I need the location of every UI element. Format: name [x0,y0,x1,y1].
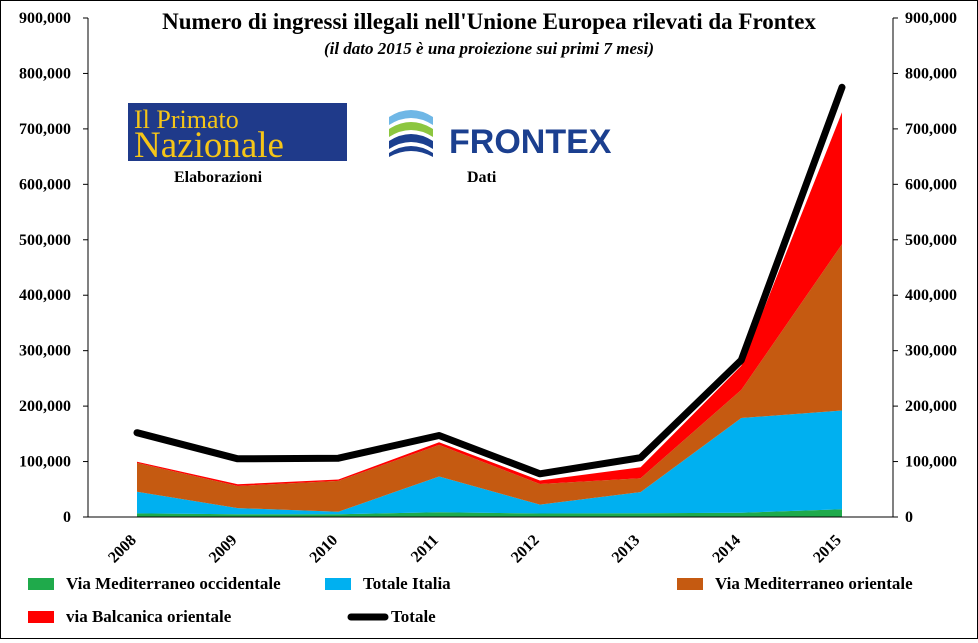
x-tick-label: 2012 [508,532,543,567]
x-tick-label: 2011 [408,532,442,566]
y-tick-label-right: 300,000 [905,343,957,360]
y-tick-label-right: 400,000 [905,287,957,304]
legend: Via Mediterraneo occidentale Totale Itali… [28,574,913,626]
legend-marker [677,578,703,590]
y-ticks-right: 0 100,000 200,000 300,000 400,000 500,000 600,… [893,10,957,526]
x-tick-label: 2015 [810,532,845,567]
y-ticks-left: 0 100,000 200,000 300,000 400,000 500,000 600,… [19,10,88,526]
y-tick-label-right: 800,000 [905,65,957,82]
y-tick-label-right: 900,000 [905,10,957,27]
x-ticks: 2008 2009 2010 2011 2012 2013 2014 2015 [105,532,845,567]
area-layers [137,112,842,517]
area-series-3 [137,244,842,512]
y-tick-label-right: 600,000 [905,176,957,193]
x-tick-label: 2008 [105,532,140,567]
primato-logo-bg [128,103,347,161]
primato-caption: Elaborazioni [174,169,263,186]
frontex-emblem-icon [389,110,433,157]
y-tick-label-left: 300,000 [19,343,71,360]
y-tick-label-left: 800,000 [19,65,71,82]
area-series-2 [137,410,842,515]
y-tick-label-left: 400,000 [19,287,71,304]
legend-marker [28,611,54,623]
x-tick-label: 2014 [709,532,744,567]
x-tick-label: 2013 [609,532,644,567]
legend-label: Via Mediterraneo occidentale [66,574,281,593]
legend-marker [325,578,351,590]
chart-subtitle: (il dato 2015 è una proiezione sui primi… [324,39,654,58]
frontex-wordmark: FRONTEX [449,123,612,161]
y-tick-label-left: 200,000 [19,398,71,415]
primato-nazionale-logo: Il Primato Nazionale [128,103,347,166]
y-tick-label-left: 900,000 [19,10,71,27]
x-tick-label: 2010 [307,532,342,567]
primato-logo-line2: Nazionale [134,125,284,166]
y-tick-label-left: 100,000 [19,454,71,471]
legend-label: via Balcanica orientale [66,607,232,626]
x-tick-label: 2009 [206,532,241,567]
primato-logo-line1: Il Primato [134,105,239,134]
legend-marker [28,578,54,590]
y-tick-label-left: 500,000 [19,232,71,249]
y-tick-label-right: 200,000 [905,398,957,415]
axes [87,18,894,518]
y-tick-label-right: 700,000 [905,121,957,138]
line-series-total [133,83,846,478]
frontex-logo: FRONTEX [389,110,612,161]
y-tick-label-left: 0 [63,509,71,526]
y-tick-label-left: 700,000 [19,121,71,138]
chart-title: Numero di ingressi illegali nell'Unione … [162,9,816,34]
y-tick-label-right: 100,000 [905,454,957,471]
y-tick-label-right: 500,000 [905,232,957,249]
area-series-1 [137,509,842,517]
y-tick-label-right: 0 [905,509,913,526]
legend-label: Totale [391,607,436,626]
legend-label: Via Mediterraneo orientale [715,574,913,593]
y-tick-label-left: 600,000 [19,176,71,193]
frontex-caption: Dati [467,169,497,186]
legend-label: Totale Italia [363,574,451,593]
line-layers [133,83,846,478]
